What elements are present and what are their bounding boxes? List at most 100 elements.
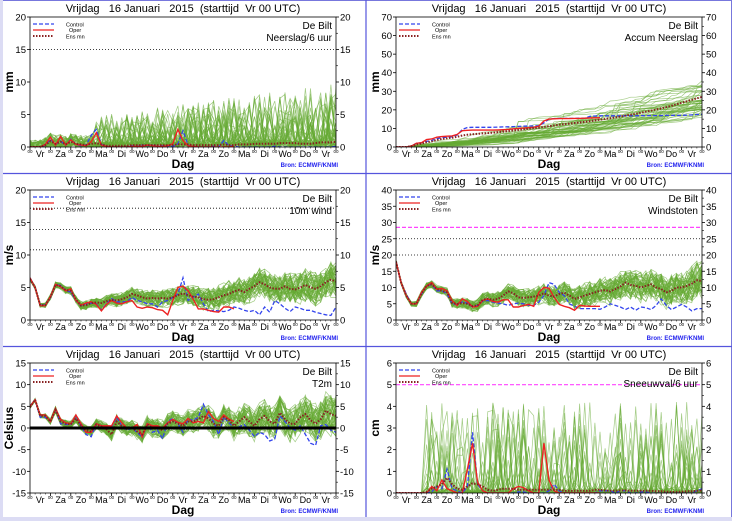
x-day-label: Vr	[321, 495, 330, 505]
x-tick-label: 00	[679, 495, 685, 500]
x-axis-label: Dag	[538, 330, 561, 344]
x-day-label: Ma	[604, 322, 617, 332]
chart-title: Vrijdag 16 Januari 2015 (starttijd Vr 00…	[432, 349, 667, 361]
source-credit: Bron: ECMWF/KNMI	[647, 163, 705, 169]
x-day-label: Wo	[136, 495, 149, 505]
y-tick-label-left: 0	[387, 143, 392, 154]
y-tick-label-left: 10	[381, 124, 392, 135]
y-tick-label-right: 10	[706, 124, 717, 135]
y-tick-label-left: 1	[387, 467, 392, 478]
y-tick-label-left: 0	[21, 424, 26, 435]
x-day-label: Vr	[321, 322, 330, 332]
x-tick-label: 00	[597, 149, 603, 154]
x-day-label: Vr	[687, 495, 696, 505]
x-day-label: Za	[564, 149, 575, 159]
y-tick-label-left: 30	[381, 87, 392, 98]
x-day-label: Za	[198, 495, 209, 505]
x-day-label: Zo	[442, 149, 453, 159]
y-tick-label-right: 5	[340, 283, 345, 294]
y-tick-label-right: -10	[340, 467, 354, 478]
x-tick-label: 00	[536, 322, 542, 327]
y-tick-label-right: 4	[706, 402, 711, 413]
x-day-label: Za	[55, 149, 66, 159]
y-tick-label-left: 15	[15, 359, 26, 370]
x-day-label: Za	[421, 322, 432, 332]
x-day-label: Zo	[219, 149, 230, 159]
y-tick-label-right: 25	[706, 234, 717, 245]
y-tick-label-right: 2	[706, 445, 711, 456]
x-tick-label: 00	[293, 322, 299, 327]
x-axis-label: Dag	[172, 330, 195, 344]
x-tick-label: 00	[679, 322, 685, 327]
y-tick-label-left: 20	[15, 13, 26, 24]
x-day-label: Di	[260, 149, 269, 159]
y-tick-label-left: 0	[387, 489, 392, 500]
x-tick-label: 00	[597, 322, 603, 327]
y-tick-label-right: 0	[340, 424, 345, 435]
x-tick-label: 00	[414, 495, 420, 500]
variable-label: Sneeuwval/6 uur	[624, 379, 699, 390]
y-axis-label: mm	[2, 71, 16, 92]
y-tick-label-left: 70	[381, 13, 392, 24]
y-tick-label-right: 20	[706, 105, 717, 116]
x-tick-label: 00	[475, 149, 481, 154]
x-day-label: Do	[523, 495, 535, 505]
x-tick-label: 00	[27, 322, 33, 327]
x-day-label: Di	[118, 322, 127, 332]
location-label: De Bilt	[303, 21, 333, 32]
x-tick-label: 00	[333, 149, 339, 154]
y-tick-label-right: 5	[340, 402, 345, 413]
y-tick-label-right: 0	[706, 143, 711, 154]
y-tick-label-right: 5	[340, 110, 345, 121]
x-tick-label: 00	[48, 495, 54, 500]
x-day-label: Do	[300, 495, 312, 505]
y-tick-label-right: 5	[706, 299, 711, 310]
y-tick-label-right: 20	[706, 251, 717, 262]
x-tick-label: 00	[455, 149, 461, 154]
x-tick-label: 00	[577, 149, 583, 154]
y-tick-label-left: -5	[18, 445, 26, 456]
x-day-label: Ma	[238, 495, 251, 505]
y-tick-label-left: 20	[15, 186, 26, 197]
x-tick-label: 00	[618, 322, 624, 327]
y-tick-label-right: -15	[340, 489, 354, 500]
chart-svg-t2m: Vrijdag 16 Januari 2015 (starttijd Vr 00…	[2, 349, 354, 517]
x-tick-label: 00	[231, 149, 237, 154]
y-tick-label-right: 6	[706, 359, 711, 370]
x-day-label: Za	[198, 322, 209, 332]
y-tick-label-left: 5	[21, 110, 26, 121]
x-day-label: Di	[626, 149, 635, 159]
plot-area	[30, 390, 336, 447]
x-day-label: Wo	[136, 149, 149, 159]
x-day-label: Di	[484, 322, 493, 332]
x-tick-label: 00	[27, 149, 33, 154]
x-day-label: Vr	[402, 322, 411, 332]
location-label: De Bilt	[669, 367, 699, 378]
x-tick-label: 00	[414, 149, 420, 154]
location-label: De Bilt	[669, 194, 699, 205]
x-tick-label: 00	[68, 322, 74, 327]
y-tick-label-right: 0	[706, 316, 711, 327]
x-day-label: Ma	[461, 149, 474, 159]
x-tick-label: 00	[577, 495, 583, 500]
x-tick-label: 00	[293, 149, 299, 154]
x-day-label: Do	[666, 149, 678, 159]
x-day-label: Za	[421, 495, 432, 505]
x-tick-label: 00	[170, 322, 176, 327]
y-tick-label-left: 0	[21, 316, 26, 327]
legend-ens-mean-label: Ens mn	[66, 35, 85, 41]
chart-svg-wind10m: Vrijdag 16 Januari 2015 (starttijd Vr 00…	[2, 176, 351, 344]
plot-area	[396, 401, 702, 493]
chart-panel-sneeuw: Vrijdag 16 Januari 2015 (starttijd Vr 00…	[366, 346, 732, 519]
chart-title: Vrijdag 16 Januari 2015 (starttijd Vr 00…	[66, 3, 301, 15]
chart-svg-neerslag: Vrijdag 16 Januari 2015 (starttijd Vr 00…	[2, 3, 351, 171]
y-tick-label-left: 10	[381, 283, 392, 294]
chart-panel-wind10m: Vrijdag 16 Januari 2015 (starttijd Vr 00…	[0, 173, 366, 346]
x-tick-label: 00	[313, 322, 319, 327]
x-tick-label: 00	[272, 322, 278, 327]
y-tick-label-left: 4	[387, 402, 392, 413]
y-tick-label-left: 10	[15, 380, 26, 391]
y-tick-label-left: 20	[381, 105, 392, 116]
